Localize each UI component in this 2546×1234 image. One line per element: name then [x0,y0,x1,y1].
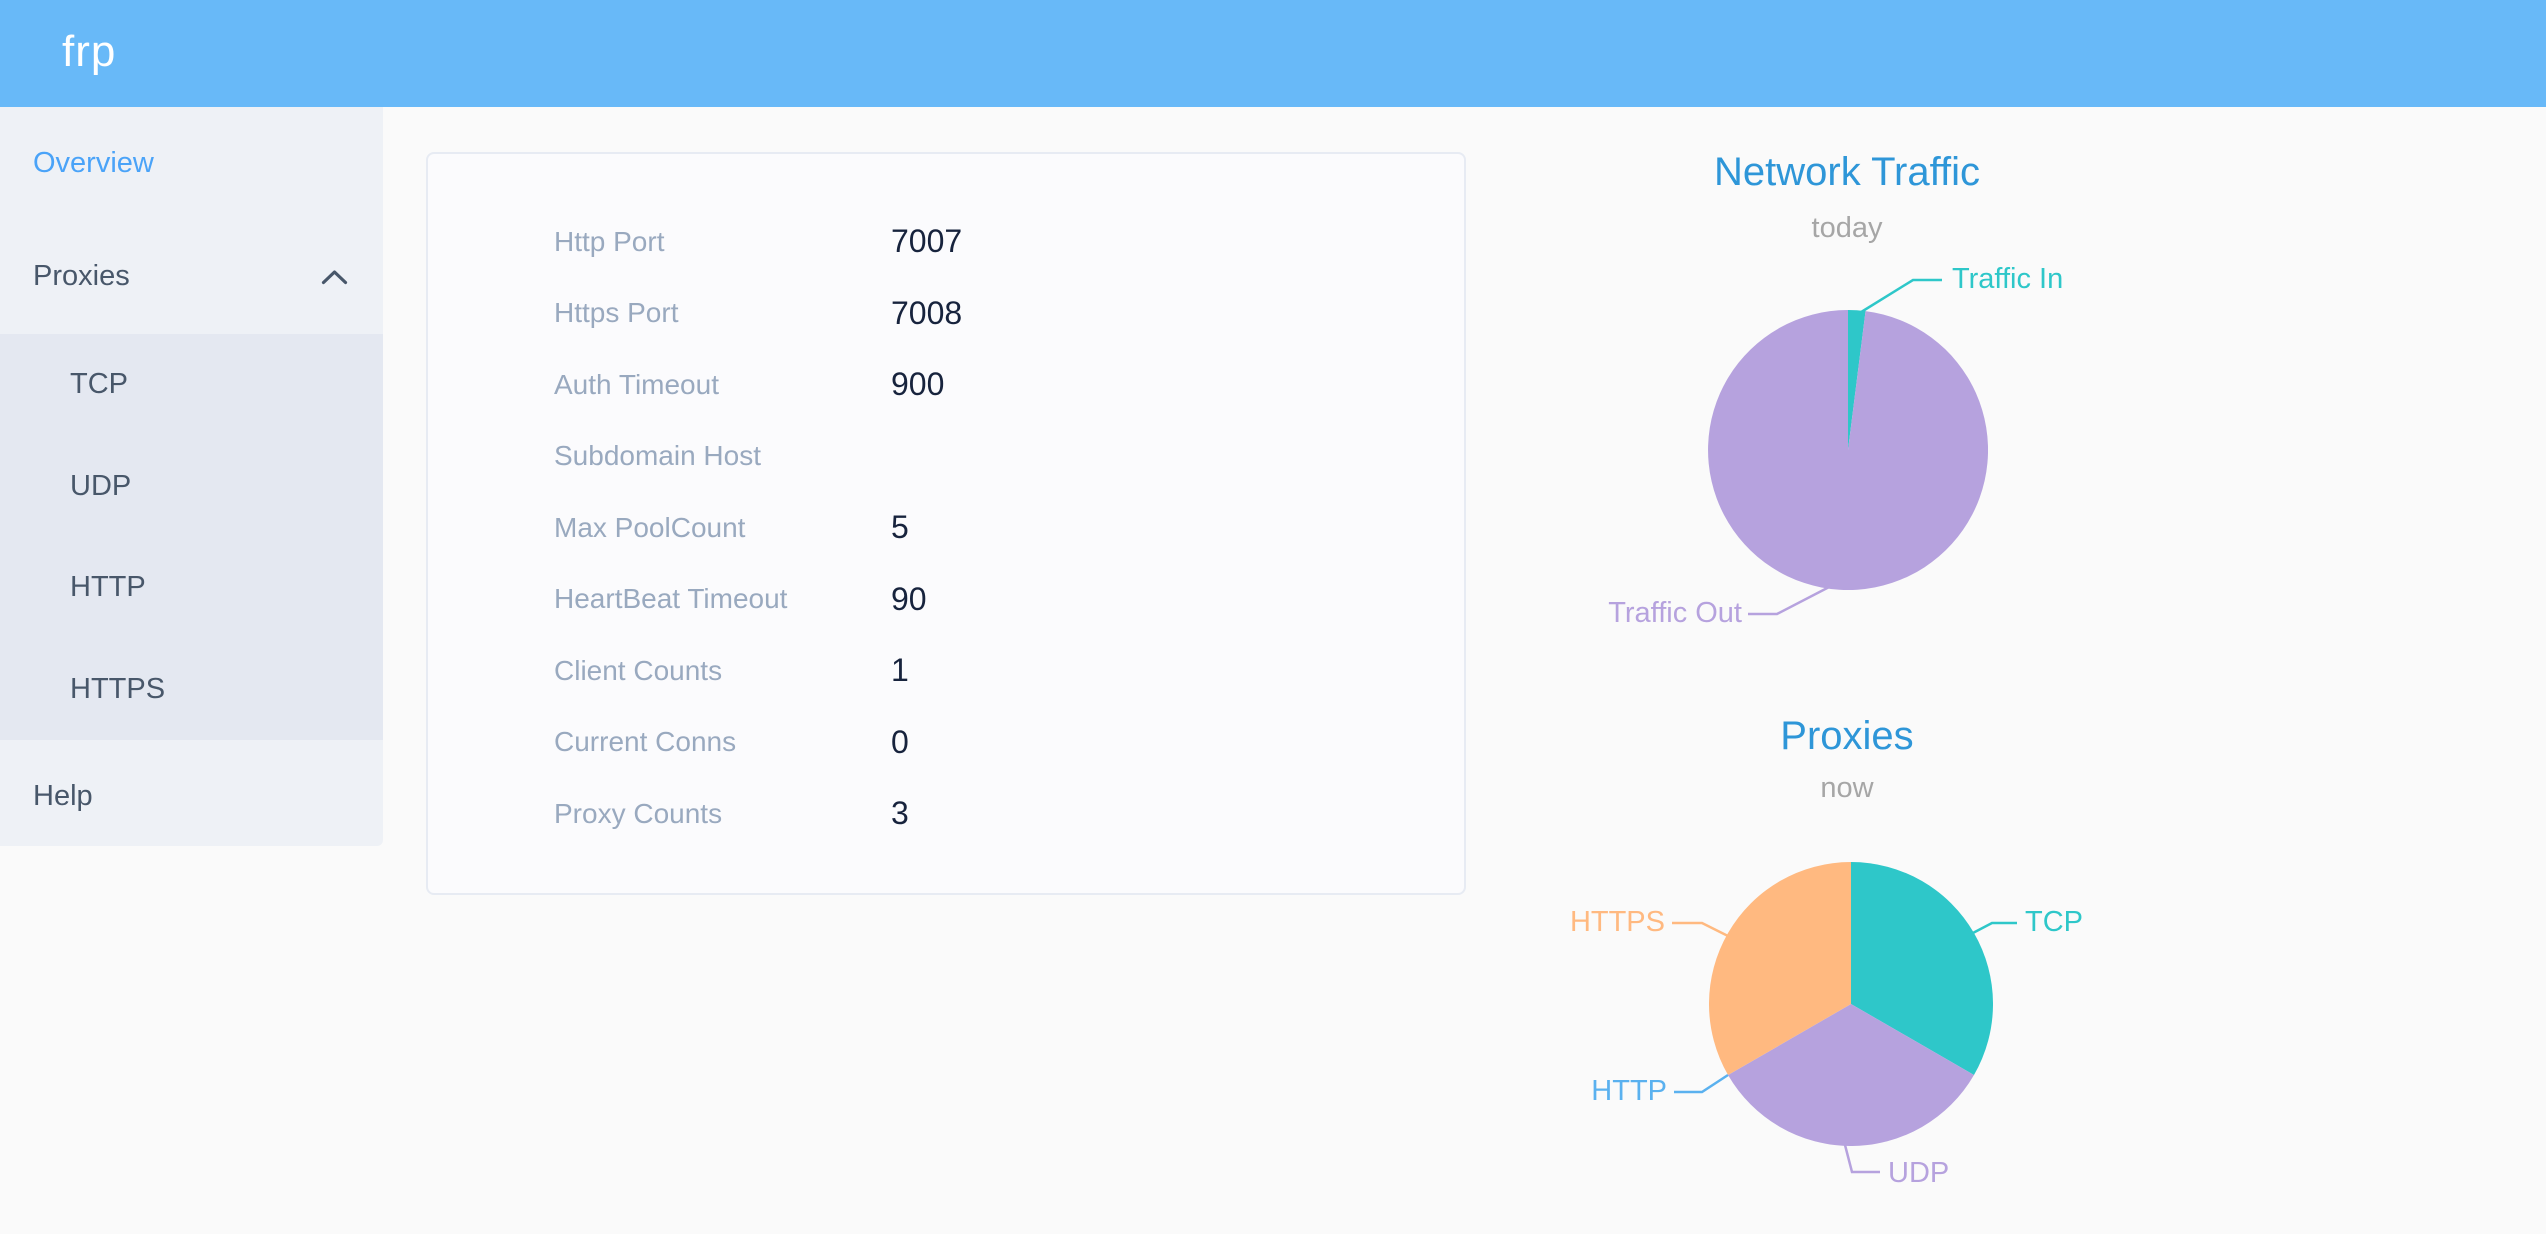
sidebar-item-udp[interactable]: UDP [0,436,383,538]
pie-slice-udp [1728,1004,1974,1146]
info-label: Subdomain Host [554,440,762,472]
sidebar-item-http-label: HTTP [70,571,146,604]
info-value: 0 [891,723,909,760]
info-value: 900 [891,366,945,403]
sidebar-proxies-submenu: TCP UDP HTTP HTTPS [0,334,383,740]
tcp-label: TCP [2025,906,2083,938]
sidebar-item-tcp[interactable]: TCP [0,334,383,436]
table-row: Https Port 7008 [428,278,1464,350]
sidebar-item-proxies-label: Proxies [33,260,130,292]
info-label: Https Port [554,297,679,329]
traffic-in-label: Traffic In [1952,263,2064,295]
traffic-out-label: Traffic Out [1608,597,1742,629]
app-logo: frp [62,27,117,76]
proxies-chart-subtitle: now [1820,772,1874,804]
info-value: 1 [891,652,909,689]
info-label: HeartBeat Timeout [554,583,788,615]
sidebar-item-https-label: HTTPS [70,672,166,705]
sidebar-item-tcp-label: TCP [70,368,128,401]
table-row: Client Counts 1 [428,635,1464,707]
sidebar-item-help-label: Help [33,780,93,812]
pie-slice-tcp [1851,862,1993,1075]
info-label: Current Conns [554,726,737,758]
traffic-chart-subtitle: today [1811,212,1883,244]
sidebar-item-proxies[interactable]: Proxies [0,220,383,333]
chevron-up-icon [321,269,348,284]
pie-slice-https [1709,862,1851,1075]
sidebar-item-udp-label: UDP [70,469,132,502]
https-label: HTTPS [1569,906,1665,938]
server-info-rows: Http Port 7007 Https Port 7008 Auth Time… [428,206,1464,850]
traffic-pie-chart [1708,310,1988,590]
info-label: Proxy Counts [554,797,723,829]
sidebar-item-http[interactable]: HTTP [0,537,383,639]
server-info-card: Http Port 7007 Https Port 7008 Auth Time… [426,152,1466,895]
info-value: 7007 [891,223,963,260]
table-row: HeartBeat Timeout 90 [428,564,1464,636]
sidebar-item-help[interactable]: Help [0,740,383,853]
http-label: HTTP [1591,1075,1667,1107]
info-label: Max PoolCount [554,511,746,543]
table-row: Max PoolCount 5 [428,492,1464,564]
info-label: Http Port [554,225,665,257]
traffic-chart-title: Network Traffic [1714,150,1980,194]
info-value: 3 [891,795,909,832]
table-row: Http Port 7007 [428,206,1464,278]
sidebar-item-overview-label: Overview [33,147,154,179]
pie-slice-traffic-in [1848,310,1866,450]
pie-slice-traffic-out [1708,310,1988,590]
info-label: Client Counts [554,654,723,686]
sidebar-item-overview[interactable]: Overview [0,107,383,220]
udp-leader-line [1843,1144,1880,1174]
app-header: frp [0,0,2546,107]
proxies-pie-chart [1709,862,1993,1146]
sidebar-item-https[interactable]: HTTPS [0,639,383,741]
info-value: 5 [891,509,909,546]
table-row: Proxy Counts 3 [428,778,1464,850]
proxies-chart-title: Proxies [1780,714,1914,758]
table-row: Auth Timeout 900 [428,349,1464,421]
udp-label: UDP [1888,1157,1950,1189]
table-row: Current Conns 0 [428,707,1464,779]
sidebar-menu: Overview Proxies TCP UDP HTTP HTTPS Help [0,107,383,846]
info-label: Auth Timeout [554,368,719,400]
info-value: 90 [891,580,927,617]
table-row: Subdomain Host [428,421,1464,493]
traffic-in-leader-line [1857,278,1942,316]
info-value: 7008 [891,294,963,331]
